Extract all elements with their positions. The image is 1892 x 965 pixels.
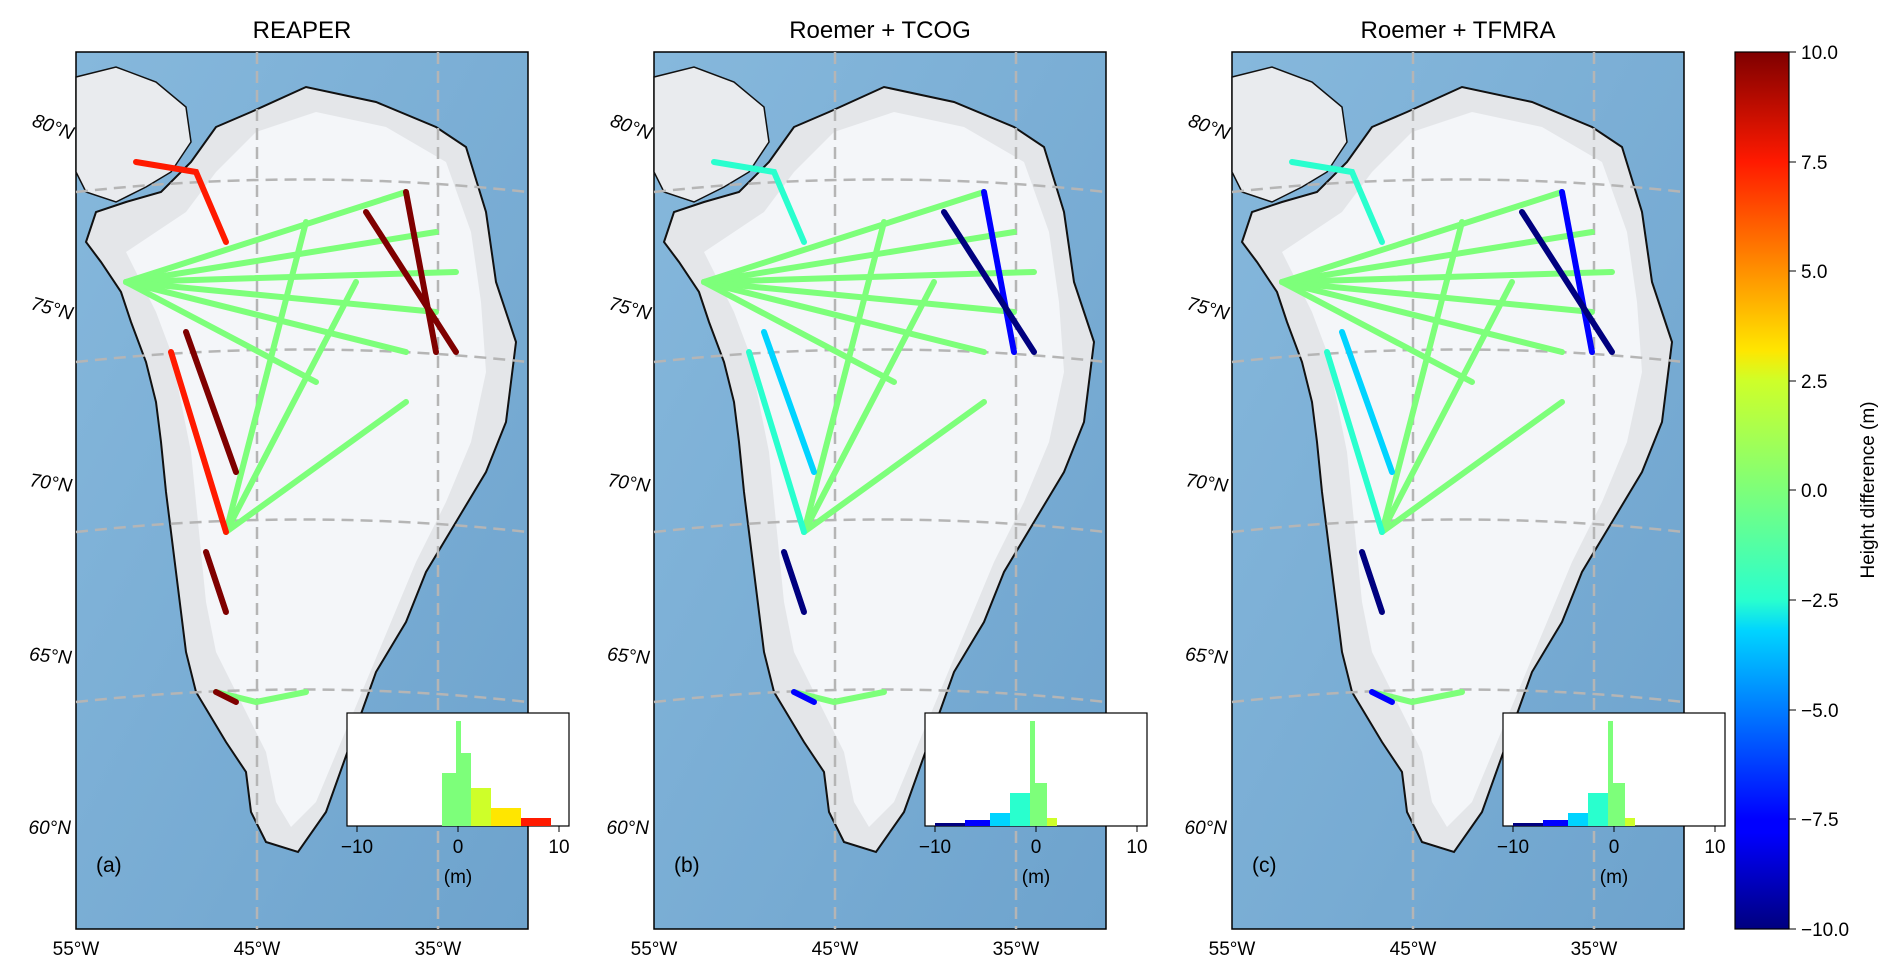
svg-text:80°N: 80°N <box>1185 110 1232 144</box>
panel-label: (a) <box>96 854 122 877</box>
hist-axis: −10 0 10 (m) <box>919 826 1148 888</box>
panel-title: REAPER <box>253 17 352 44</box>
panel-a: REAPER <box>28 17 570 960</box>
svg-text:65°N: 65°N <box>606 644 650 669</box>
panel-b: Roemer + TCOG <box>606 17 1148 960</box>
hist-xlabel: (m) <box>1600 867 1628 888</box>
svg-text:70°N: 70°N <box>28 470 73 497</box>
colorbar-tick: −7.5 <box>1801 810 1839 831</box>
panel-title: Roemer + TCOG <box>789 17 971 44</box>
svg-text:60°N: 60°N <box>607 818 650 839</box>
hist-tick-min: −10 <box>919 837 951 858</box>
hist-tick-zero: 0 <box>453 837 464 858</box>
colorbar-tick: −2.5 <box>1801 591 1839 612</box>
hist-axis: −10 0 10 (m) <box>1497 826 1726 888</box>
svg-text:55°W: 55°W <box>1209 939 1256 960</box>
lon-labels: 55°W 45°W 35°W <box>631 939 1040 960</box>
svg-text:35°W: 35°W <box>1571 939 1618 960</box>
colorbar-tick: 0.0 <box>1801 481 1827 502</box>
hist-axis: −10 0 10 (m) <box>341 826 570 888</box>
altimetry-tracks <box>701 159 1037 706</box>
lat-labels: 80°N 75°N 70°N 65°N 60°N <box>1184 110 1232 839</box>
hist-bars <box>442 721 551 826</box>
svg-text:45°W: 45°W <box>1390 939 1437 960</box>
lon-labels: 55°W 45°W 35°W <box>53 939 462 960</box>
histogram-inset: −10 0 10 (m) <box>341 712 570 888</box>
svg-text:55°W: 55°W <box>631 939 678 960</box>
svg-text:35°W: 35°W <box>415 939 462 960</box>
hist-tick-max: 10 <box>1704 837 1725 858</box>
svg-text:65°N: 65°N <box>28 644 72 669</box>
hist-tick-min: −10 <box>341 837 373 858</box>
hist-xlabel: (m) <box>1022 867 1050 888</box>
colorbar: 10.0 7.5 5.0 2.5 0.0 −2.5 −5.0 −7.5 −10.… <box>1734 43 1879 941</box>
panel-label: (b) <box>674 854 700 877</box>
svg-text:60°N: 60°N <box>29 818 72 839</box>
colorbar-tick-labels: 10.0 7.5 5.0 2.5 0.0 −2.5 −5.0 −7.5 −10.… <box>1801 43 1849 941</box>
altimetry-tracks <box>1279 159 1615 706</box>
hist-bars <box>935 721 1057 826</box>
graticule <box>653 52 1107 929</box>
colorbar-tick: 5.0 <box>1801 262 1827 283</box>
colorbar-tick: 10.0 <box>1801 43 1838 64</box>
histogram-inset: −10 0 10 (m) <box>1497 712 1726 888</box>
colorbar-tick: 7.5 <box>1801 153 1827 174</box>
hist-tick-max: 10 <box>548 837 569 858</box>
hist-tick-max: 10 <box>1126 837 1147 858</box>
colorbar-ticks <box>1789 51 1796 930</box>
panel-c: Roemer + TFMRA <box>1184 17 1726 960</box>
lon-labels: 55°W 45°W 35°W <box>1209 939 1618 960</box>
colorbar-label: Height difference (m) <box>1858 401 1879 578</box>
svg-text:75°N: 75°N <box>607 294 654 325</box>
altimetry-tracks <box>123 159 459 706</box>
hist-tick-zero: 0 <box>1609 837 1620 858</box>
map-content <box>653 52 1107 929</box>
svg-text:75°N: 75°N <box>29 294 76 325</box>
svg-text:45°W: 45°W <box>812 939 859 960</box>
hist-tick-min: −10 <box>1497 837 1529 858</box>
map-content <box>75 52 529 929</box>
colorbar-tick: 2.5 <box>1801 372 1827 393</box>
svg-text:70°N: 70°N <box>606 470 651 497</box>
svg-text:35°W: 35°W <box>993 939 1040 960</box>
svg-text:60°N: 60°N <box>1185 818 1228 839</box>
lat-labels: 80°N 75°N 70°N 65°N 60°N <box>606 110 654 839</box>
svg-text:80°N: 80°N <box>29 110 76 144</box>
panel-title: Roemer + TFMRA <box>1361 17 1556 44</box>
svg-text:45°W: 45°W <box>234 939 281 960</box>
panel-label: (c) <box>1252 854 1277 877</box>
hist-xlabel: (m) <box>444 867 472 888</box>
histogram-inset: −10 0 10 (m) <box>919 712 1148 888</box>
lat-labels: 80°N 75°N 70°N 65°N 60°N <box>28 110 76 839</box>
svg-text:65°N: 65°N <box>1184 644 1228 669</box>
colorbar-gradient <box>1734 51 1790 930</box>
colorbar-tick: −10.0 <box>1801 920 1849 941</box>
svg-text:80°N: 80°N <box>607 110 654 144</box>
hist-tick-zero: 0 <box>1031 837 1042 858</box>
svg-text:75°N: 75°N <box>1185 294 1232 325</box>
svg-text:70°N: 70°N <box>1184 470 1229 497</box>
hist-bars <box>1513 721 1635 826</box>
map-content <box>1231 52 1685 929</box>
colorbar-tick: −5.0 <box>1801 701 1839 722</box>
svg-text:55°W: 55°W <box>53 939 100 960</box>
